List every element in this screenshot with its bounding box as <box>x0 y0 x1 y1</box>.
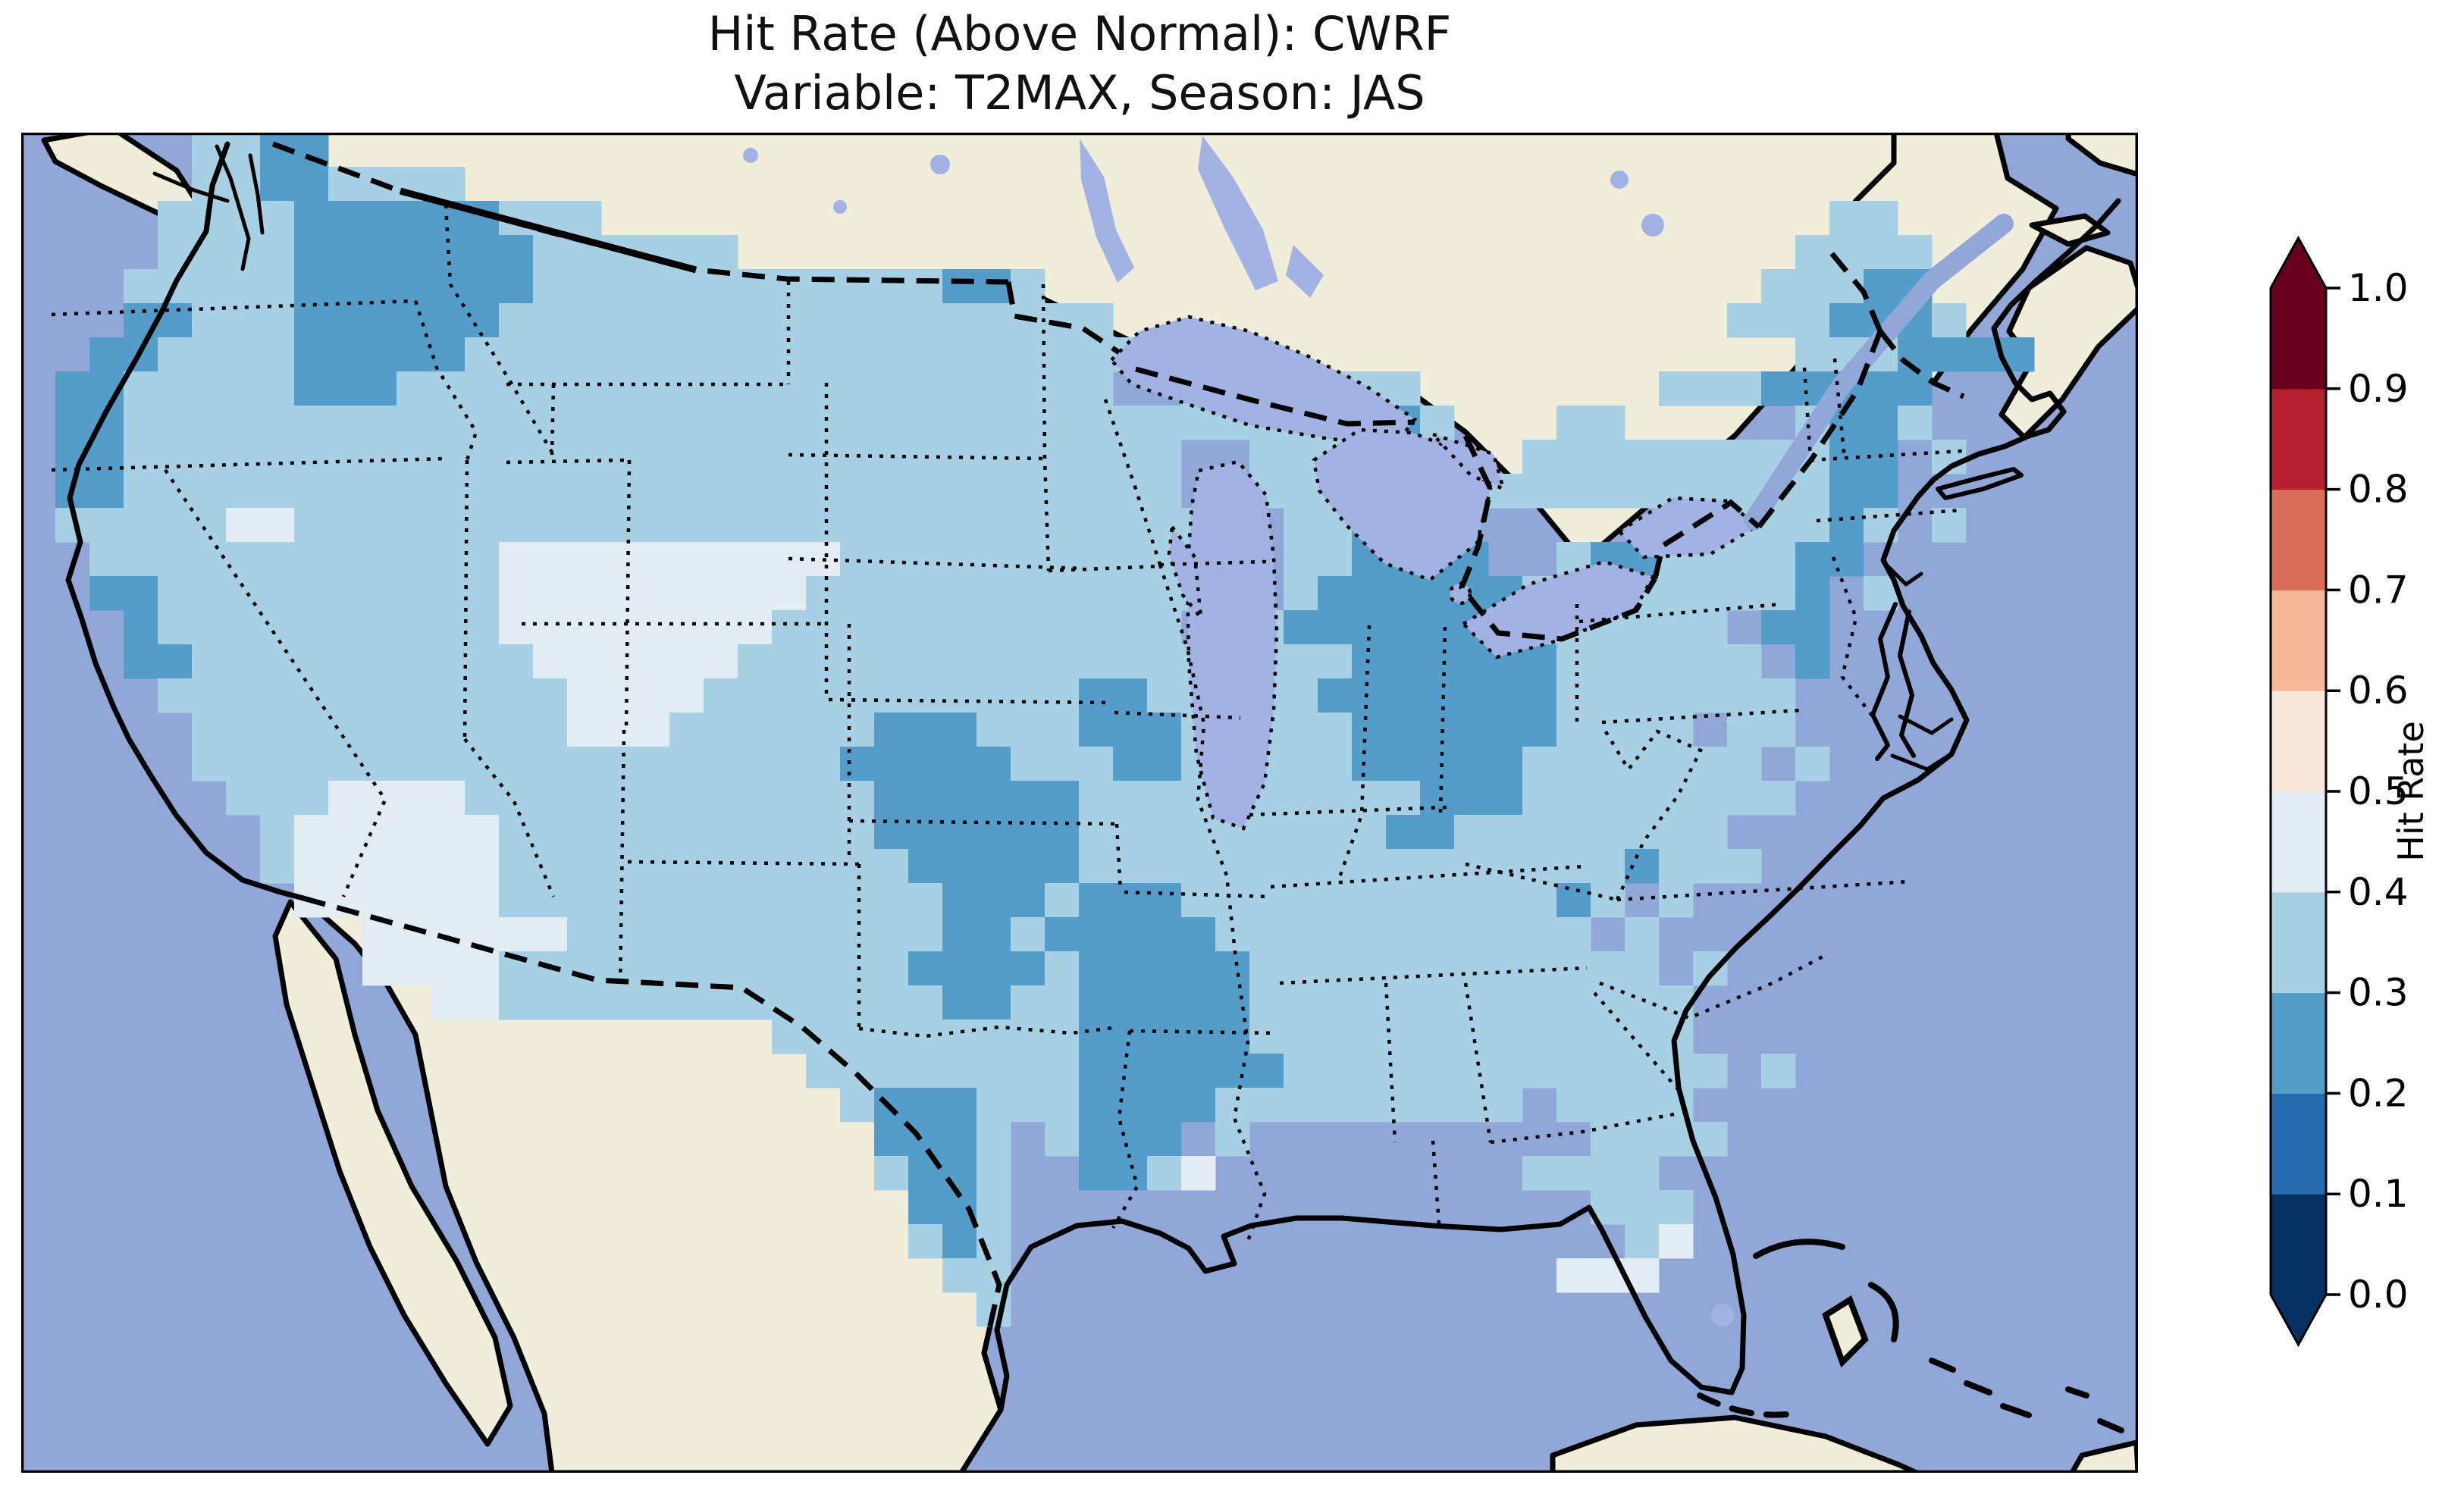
colorbar-bin-0.2-0.3 <box>2271 993 2326 1094</box>
lake-okeechobee <box>1711 1304 1734 1326</box>
colorbar-tick-label: 0.4 <box>2348 870 2409 914</box>
lake-michigan <box>1187 462 1277 828</box>
colorbar: 0.00.10.20.30.40.50.60.70.80.91.0 Hit Ra… <box>2237 205 2464 1402</box>
colorbar-tick-label: 0.3 <box>2348 971 2409 1015</box>
colorbar-tick-label: 0.6 <box>2348 669 2409 713</box>
chart-title-line2: Variable: T2MAX, Season: JAS <box>21 64 2138 123</box>
colorbar-tick-label: 1.0 <box>2348 266 2409 310</box>
chart-title-line1: Hit Rate (Above Normal): CWRF <box>21 5 2138 64</box>
colorbar-tick-label: 0.7 <box>2348 568 2409 612</box>
colorbar-tick-label: 0.9 <box>2348 367 2409 411</box>
map-canvas <box>21 133 2138 1473</box>
colorbar-tick-label: 0.1 <box>2348 1172 2409 1216</box>
colorbar-tick-label: 0.0 <box>2348 1273 2409 1317</box>
colorbar-bin-0.6-0.7 <box>2271 590 2326 691</box>
figure: Hit Rate (Above Normal): CWRF Variable: … <box>0 0 2464 1494</box>
colorbar-bin-0.0-0.1 <box>2271 1194 2326 1295</box>
colorbar-bin-0.8-0.9 <box>2271 389 2326 490</box>
colorbar-bin-0.3-0.4 <box>2271 892 2326 993</box>
colorbar-bin-0.4-0.5 <box>2271 791 2326 892</box>
colorbar-under-arrow <box>2271 1295 2326 1345</box>
colorbar-bin-0.7-0.8 <box>2271 490 2326 590</box>
colorbar-tick-label: 0.2 <box>2348 1071 2409 1115</box>
colorbar-bin-0.1-0.2 <box>2271 1093 2326 1194</box>
chart-title: Hit Rate (Above Normal): CWRF Variable: … <box>21 5 2138 123</box>
colorbar-axis-label: Hit Rate <box>2390 721 2431 862</box>
colorbar-over-arrow <box>2271 238 2326 288</box>
colorbar-segments <box>2271 288 2326 1295</box>
colorbar-bin-0.9-1.0 <box>2271 288 2326 389</box>
colorbar-tick-label: 0.8 <box>2348 468 2409 512</box>
colorbar-bin-0.5-0.6 <box>2271 691 2326 791</box>
